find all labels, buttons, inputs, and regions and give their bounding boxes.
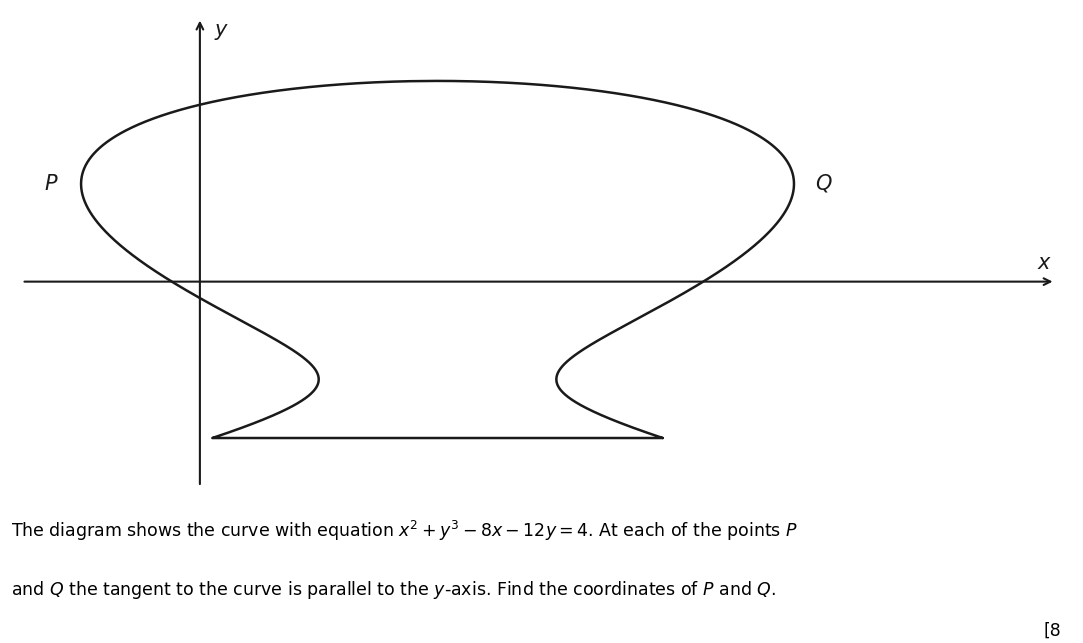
Text: P: P [44,174,57,194]
Text: x: x [1038,253,1049,273]
Text: and $Q$ the tangent to the curve is parallel to the $y$-axis. Find the coordinat: and $Q$ the tangent to the curve is para… [11,579,775,601]
Text: y: y [214,20,227,41]
Text: Q: Q [814,174,831,194]
Text: [8: [8 [1044,622,1061,640]
Text: The diagram shows the curve with equation $x^2 + y^3 - 8x - 12y = 4$. At each of: The diagram shows the curve with equatio… [11,518,798,543]
